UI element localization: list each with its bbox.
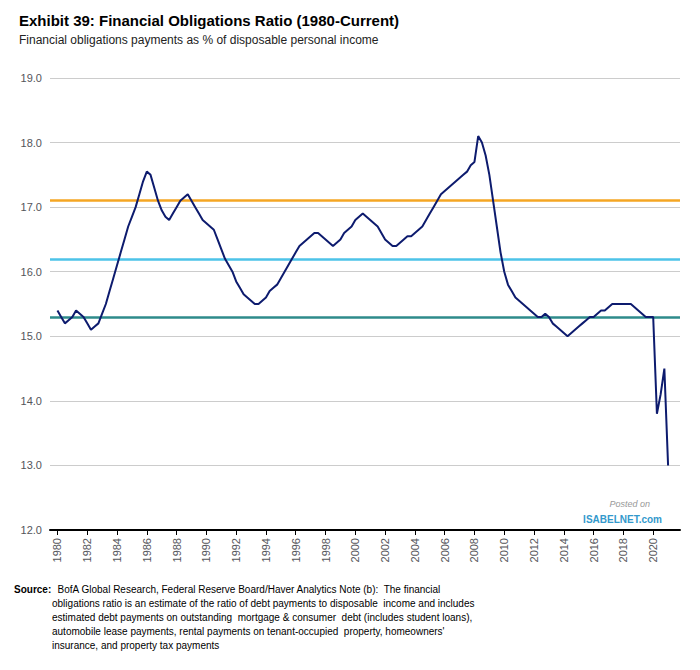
svg-text:Exhibit 39: Financial Obligati: Exhibit 39: Financial Obligations Ratio … <box>19 12 399 29</box>
svg-text:2008: 2008 <box>468 538 480 562</box>
svg-text:18.0: 18.0 <box>21 137 42 149</box>
svg-text:Source:: Source: <box>14 584 51 595</box>
svg-text:1988: 1988 <box>171 538 183 562</box>
svg-text:16.0: 16.0 <box>21 266 42 278</box>
svg-text:1998: 1998 <box>320 538 332 562</box>
svg-text:1996: 1996 <box>290 538 302 562</box>
svg-text:1982: 1982 <box>81 538 93 562</box>
svg-text:12.0: 12.0 <box>21 524 42 536</box>
svg-text:1990: 1990 <box>200 538 212 562</box>
svg-text:2016: 2016 <box>588 538 600 562</box>
svg-text:obligations ratio is an estima: obligations ratio is an estimate of the … <box>52 598 474 609</box>
svg-text:2010: 2010 <box>498 538 510 562</box>
svg-text:14.0: 14.0 <box>21 395 42 407</box>
svg-text:2020: 2020 <box>647 538 659 562</box>
svg-text:2000: 2000 <box>349 538 361 562</box>
svg-text:2018: 2018 <box>617 538 629 562</box>
svg-text:BofA Global Research, Federal: BofA Global Research, Federal Reserve Bo… <box>52 584 440 595</box>
svg-text:19.0: 19.0 <box>21 72 42 84</box>
svg-text:2012: 2012 <box>528 538 540 562</box>
svg-text:Posted on: Posted on <box>609 499 650 509</box>
svg-text:15.0: 15.0 <box>21 330 42 342</box>
svg-text:ISABELNET.com: ISABELNET.com <box>583 514 662 525</box>
svg-text:1994: 1994 <box>260 538 272 562</box>
svg-text:2004: 2004 <box>409 538 421 562</box>
svg-text:13.0: 13.0 <box>21 459 42 471</box>
svg-text:insurance, and property tax pa: insurance, and property tax payments <box>52 640 219 651</box>
svg-text:17.0: 17.0 <box>21 201 42 213</box>
svg-text:2006: 2006 <box>439 538 451 562</box>
svg-text:Financial obligations payments: Financial obligations payments as % of d… <box>19 33 379 47</box>
svg-text:1984: 1984 <box>111 538 123 562</box>
svg-text:1980: 1980 <box>51 538 63 562</box>
svg-text:1986: 1986 <box>141 538 153 562</box>
svg-text:1992: 1992 <box>230 538 242 562</box>
svg-text:2014: 2014 <box>558 538 570 562</box>
svg-text:estimated debt payments on out: estimated debt payments on outstanding m… <box>52 612 472 623</box>
svg-text:2002: 2002 <box>379 538 391 562</box>
svg-text:automobile lease payments, ren: automobile lease payments, rental paymen… <box>52 626 445 637</box>
